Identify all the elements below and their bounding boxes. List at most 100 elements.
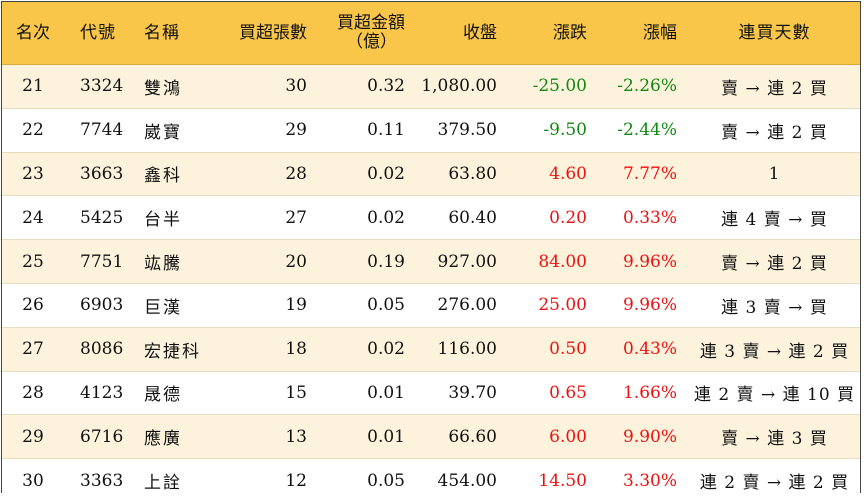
cell-close: 63.80 <box>417 151 509 196</box>
cell-buy-lots: 20 <box>216 239 319 284</box>
table-row: 27 8086 宏捷科 18 0.02 116.00 0.50 0.43% 連 3 賣 → 連 … <box>2 326 860 372</box>
cell-change: 0.65 <box>509 370 599 415</box>
header-change: 漲跌 <box>509 2 599 65</box>
cell-buy-lots: 13 <box>216 414 319 459</box>
cell-code: 3324 <box>64 64 134 109</box>
cell-name: 上詮 <box>134 458 216 502</box>
cell-buy-lots: 27 <box>216 195 319 240</box>
cell-buy-amount: 0.11 <box>319 107 417 153</box>
header-name: 名稱 <box>134 2 216 65</box>
header-code: 代號 <box>64 2 134 65</box>
cell-pct: 3.30% <box>599 458 689 502</box>
cell-buy-lots: 15 <box>216 370 319 415</box>
cell-change: 14.50 <box>509 458 599 502</box>
cell-change: 6.00 <box>509 414 599 459</box>
table-row: 23 3663 鑫科 28 0.02 63.80 4.60 7.77% 1 <box>2 151 860 196</box>
cell-close: 1,080.00 <box>417 64 509 109</box>
cell-close: 39.70 <box>417 370 509 415</box>
cell-close: 66.60 <box>417 414 509 459</box>
cell-close: 60.40 <box>417 195 509 240</box>
cell-close: 454.00 <box>417 458 509 502</box>
cell-code: 6903 <box>64 282 134 328</box>
cell-streak: 連 4 賣 → 買 <box>689 195 860 240</box>
cell-pct: 7.77% <box>599 151 689 196</box>
table-row: 25 7751 竑騰 20 0.19 927.00 84.00 9.96% 賣 → 連 2 買 <box>2 239 860 284</box>
cell-buy-lots: 30 <box>216 64 319 109</box>
cell-name: 竑騰 <box>134 239 216 284</box>
cell-name: 雙鴻 <box>134 64 216 109</box>
cell-buy-amount: 0.32 <box>319 64 417 109</box>
cell-change: 0.50 <box>509 326 599 372</box>
table-row: 21 3324 雙鴻 30 0.32 1,080.00 -25.00 -2.26% 賣 → 連 … <box>2 64 860 109</box>
cell-buy-amount: 0.19 <box>319 239 417 284</box>
cell-buy-lots: 28 <box>216 151 319 196</box>
header-rank: 名次 <box>2 2 64 65</box>
cell-name: 鑫科 <box>134 151 216 196</box>
table-row: 22 7744 崴寶 29 0.11 379.50 -9.50 -2.44% 賣 → 連 2 買 <box>2 107 860 153</box>
cell-streak: 連 2 賣 → 連 2 買 <box>689 458 860 502</box>
header-pct: 漲幅 <box>599 2 689 65</box>
table-body: 21 3324 雙鴻 30 0.32 1,080.00 -25.00 -2.26% 賣 → 連 … <box>2 64 860 502</box>
cell-streak: 賣 → 連 2 買 <box>689 239 860 284</box>
cell-change: -25.00 <box>509 64 599 109</box>
cell-buy-lots: 19 <box>216 282 319 328</box>
cell-buy-amount: 0.02 <box>319 326 417 372</box>
table-row: 29 6716 應廣 13 0.01 66.60 6.00 9.90% 賣 → 連 3 買 <box>2 414 860 459</box>
header-buy-amount: 買超金額 （億） <box>319 2 417 65</box>
cell-code: 6716 <box>64 414 134 459</box>
cell-streak: 連 3 賣 → 買 <box>689 282 860 328</box>
cell-buy-lots: 29 <box>216 107 319 153</box>
header-buy-amount-line2: （億） <box>346 32 397 52</box>
cell-close: 927.00 <box>417 239 509 284</box>
cell-change: 84.00 <box>509 239 599 284</box>
cell-name: 巨漢 <box>134 282 216 328</box>
cell-streak: 連 2 賣 → 連 10 買 <box>689 370 860 415</box>
table-header-row: 名次 代號 名稱 買超張數 買超金額 （億） 收盤 漲跌 漲幅 連買天數 <box>2 2 860 65</box>
header-buy-amount-line1: 買超金額 <box>337 13 405 33</box>
cell-streak: 連 3 賣 → 連 2 買 <box>689 326 860 372</box>
cell-pct: 0.33% <box>599 195 689 240</box>
cell-pct: 0.43% <box>599 326 689 372</box>
cell-buy-amount: 0.05 <box>319 282 417 328</box>
cell-buy-lots: 12 <box>216 458 319 502</box>
cell-name: 台半 <box>134 195 216 240</box>
cell-pct: 9.96% <box>599 239 689 284</box>
cell-code: 5425 <box>64 195 134 240</box>
cell-change: -9.50 <box>509 107 599 153</box>
cell-change: 0.20 <box>509 195 599 240</box>
cell-name: 應廣 <box>134 414 216 459</box>
header-close: 收盤 <box>417 2 509 65</box>
cell-streak: 賣 → 連 2 買 <box>689 107 860 153</box>
cell-pct: -2.44% <box>599 107 689 153</box>
cell-rank: 22 <box>2 107 64 153</box>
cell-rank: 25 <box>2 239 64 284</box>
cell-code: 7744 <box>64 107 134 153</box>
cell-rank: 30 <box>2 458 64 502</box>
cell-close: 116.00 <box>417 326 509 372</box>
cell-buy-amount: 0.05 <box>319 458 417 502</box>
cell-code: 3363 <box>64 458 134 502</box>
cell-rank: 21 <box>2 64 64 109</box>
cell-code: 3663 <box>64 151 134 196</box>
cell-name: 崴寶 <box>134 107 216 153</box>
table-row: 28 4123 晟德 15 0.01 39.70 0.65 1.66% 連 2 賣 → 連 10… <box>2 370 860 415</box>
table-row: 26 6903 巨漢 19 0.05 276.00 25.00 9.96% 連 3 賣 → 買 <box>2 282 860 328</box>
table-row: 24 5425 台半 27 0.02 60.40 0.20 0.33% 連 4 賣 → 買 <box>2 195 860 240</box>
cell-code: 7751 <box>64 239 134 284</box>
cell-buy-amount: 0.02 <box>319 195 417 240</box>
cell-buy-lots: 18 <box>216 326 319 372</box>
cell-change: 4.60 <box>509 151 599 196</box>
cell-rank: 29 <box>2 414 64 459</box>
cell-rank: 27 <box>2 326 64 372</box>
header-buy-lots: 買超張數 <box>216 2 319 65</box>
cell-streak: 賣 → 連 2 買 <box>689 64 860 109</box>
table-row: 30 3363 上詮 12 0.05 454.00 14.50 3.30% 連 2 賣 → 連 … <box>2 458 860 502</box>
cell-buy-amount: 0.01 <box>319 370 417 415</box>
cell-close: 379.50 <box>417 107 509 153</box>
cell-pct: -2.26% <box>599 64 689 109</box>
header-streak: 連買天數 <box>689 2 860 65</box>
cell-streak: 賣 → 連 3 買 <box>689 414 860 459</box>
cell-name: 晟德 <box>134 370 216 415</box>
